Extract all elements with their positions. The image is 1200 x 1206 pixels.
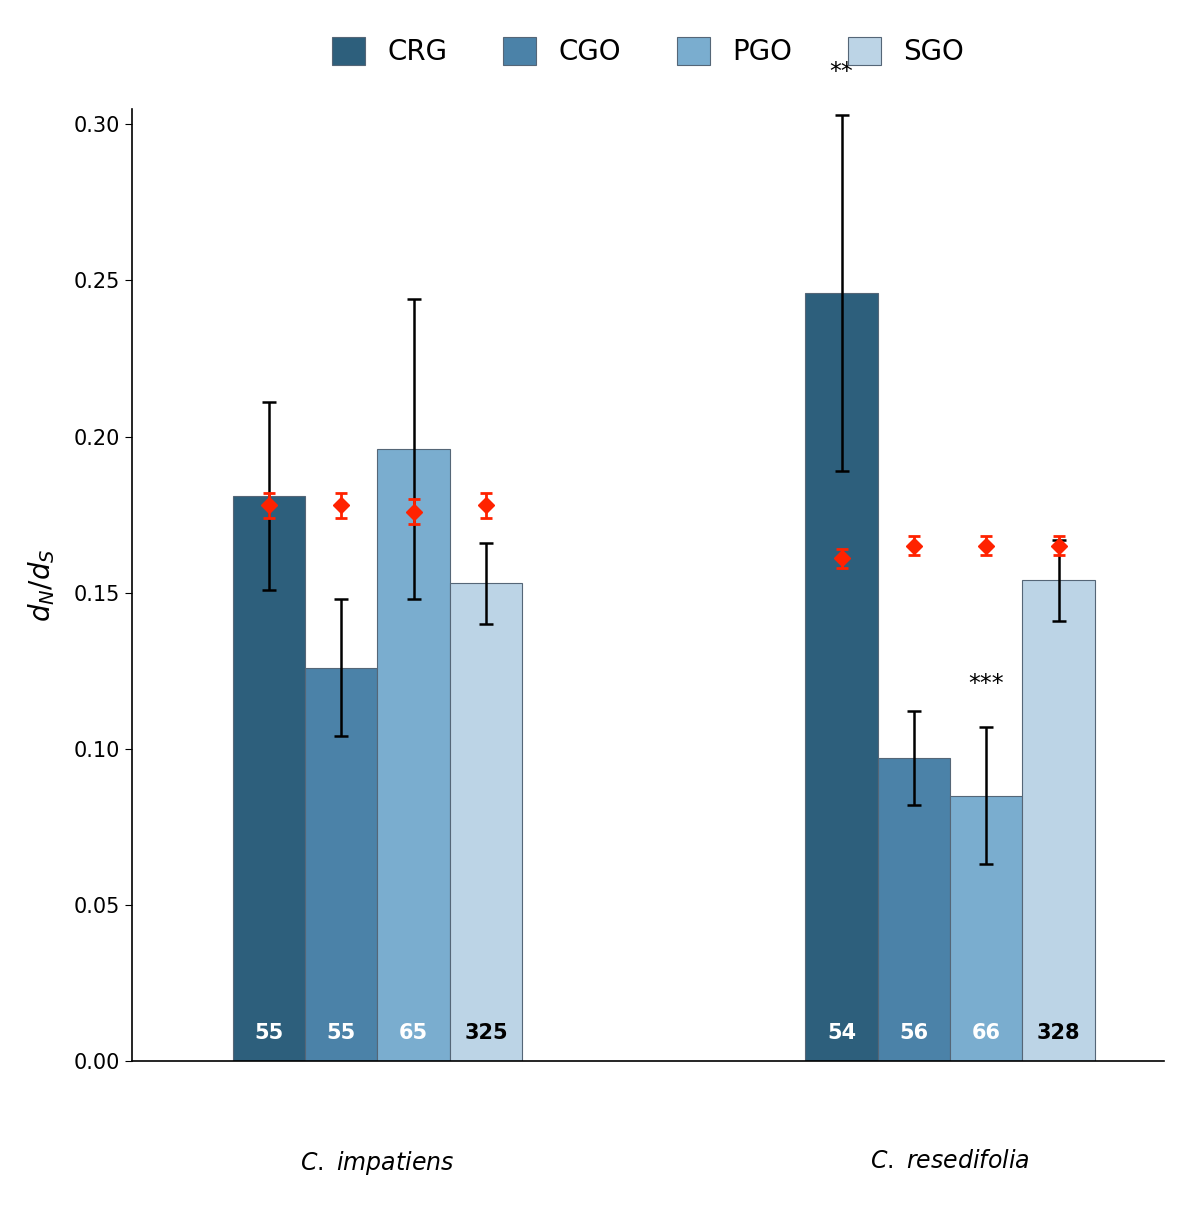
Text: 54: 54 [827,1023,856,1042]
Bar [805,293,877,1061]
Text: $\it{C.\ resedifolia}$: $\it{C.\ resedifolia}$ [870,1149,1030,1172]
Text: ***: *** [968,672,1004,696]
Text: 55: 55 [254,1023,283,1042]
Bar [450,584,522,1061]
Bar [950,796,1022,1061]
Text: **: ** [829,59,853,83]
Legend: CRG, CGO, PGO, SGO: CRG, CGO, PGO, SGO [332,36,964,66]
Bar [378,449,450,1061]
Text: 66: 66 [972,1023,1001,1042]
Bar [233,496,305,1061]
Bar [1022,580,1094,1061]
Text: 56: 56 [899,1023,929,1042]
Text: 65: 65 [400,1023,428,1042]
Text: 55: 55 [326,1023,356,1042]
Text: 325: 325 [464,1023,508,1042]
Bar [877,759,950,1061]
Bar [305,668,378,1061]
Y-axis label: $d_{N}/d_{S}$: $d_{N}/d_{S}$ [26,548,58,622]
Text: 328: 328 [1037,1023,1080,1042]
Text: $\it{C.\ impatiens}$: $\it{C.\ impatiens}$ [300,1149,455,1177]
